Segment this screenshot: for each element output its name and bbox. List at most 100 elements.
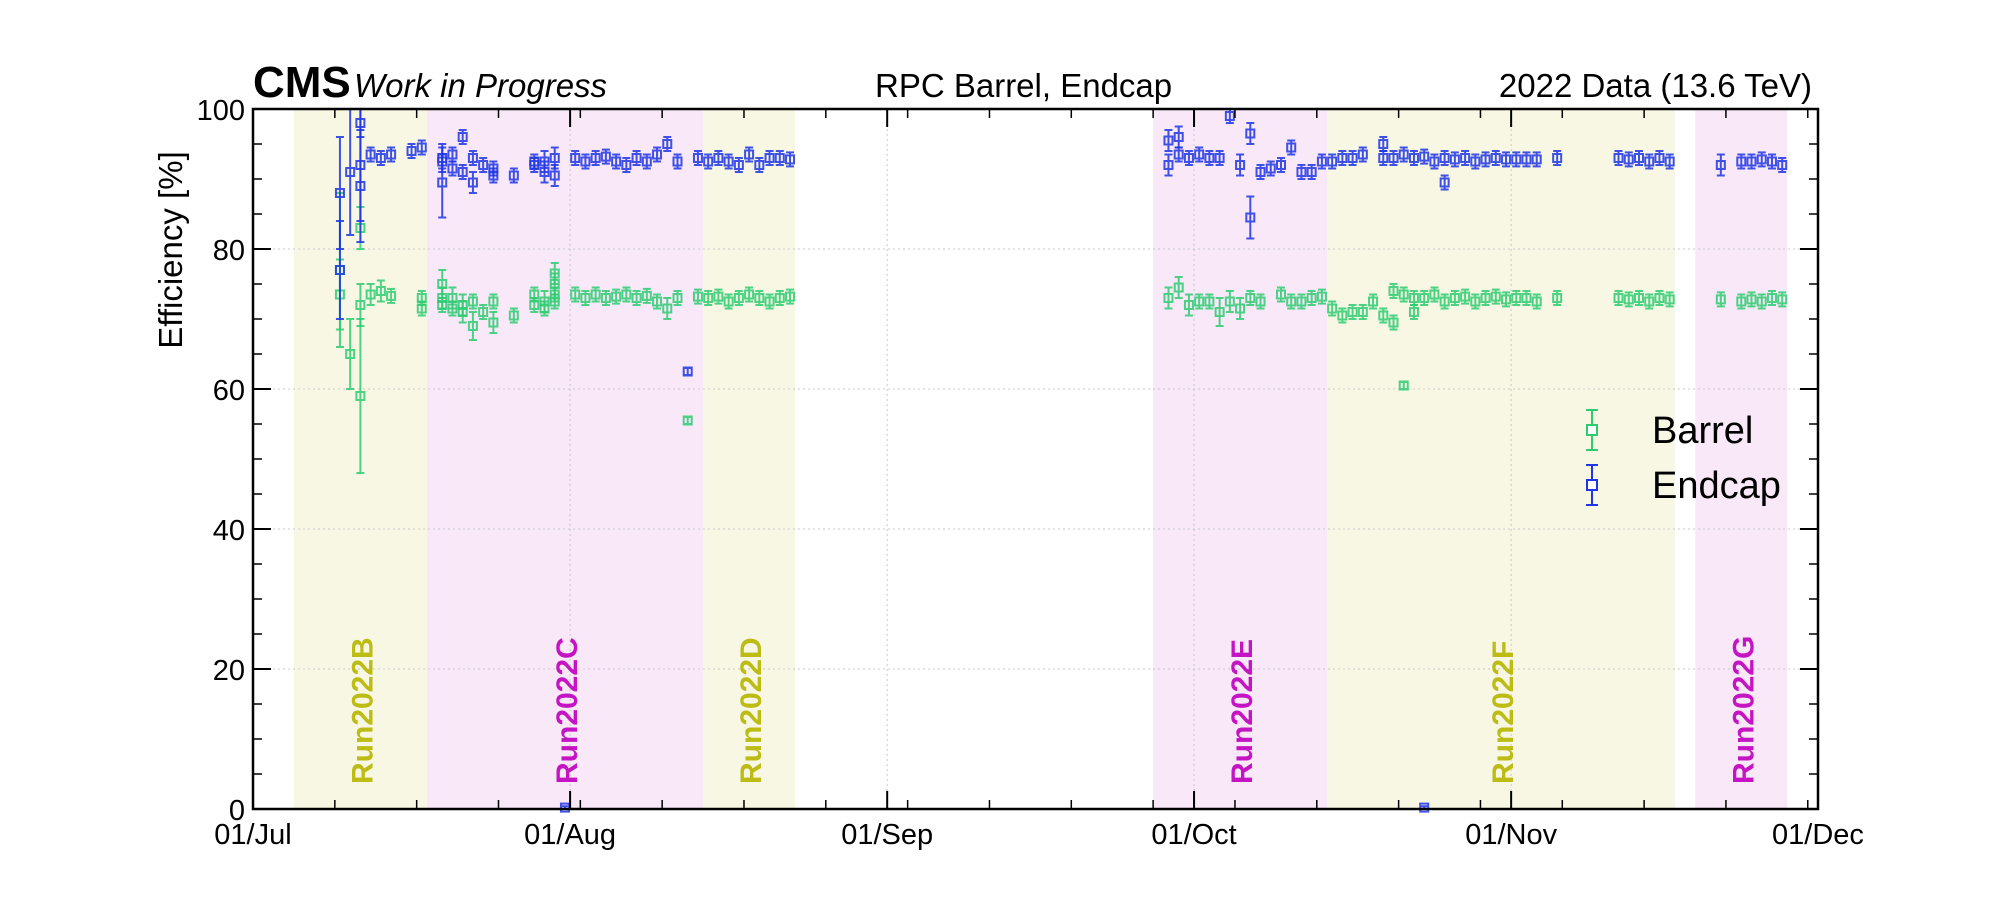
barrel-point xyxy=(754,290,765,306)
endcap-point xyxy=(457,129,468,145)
barrel-point xyxy=(549,262,560,285)
endcap-point xyxy=(713,150,724,166)
endcap-point xyxy=(641,153,652,170)
barrel-point xyxy=(1480,290,1491,306)
endcap-point xyxy=(1613,150,1624,166)
barrel-point xyxy=(1306,290,1317,306)
endcap-point xyxy=(508,167,519,184)
barrel-point xyxy=(1408,304,1419,320)
endcap-point xyxy=(1306,164,1317,180)
series-barrel xyxy=(334,192,1788,474)
endcap-point xyxy=(467,150,478,166)
status-label: Work in Progress xyxy=(354,67,608,104)
endcap-point xyxy=(416,139,427,156)
endcap-point xyxy=(744,146,755,163)
legend-entry-endcap: Endcap xyxy=(1586,464,1781,507)
run-band-run2022d xyxy=(703,109,796,809)
run-label-run2022c: Run2022C xyxy=(551,637,584,784)
endcap-point xyxy=(1398,146,1409,163)
run-label-run2022b: Run2022B xyxy=(346,637,379,784)
barrel-point xyxy=(1368,293,1379,310)
barrel-point xyxy=(1235,297,1246,320)
barrel-point xyxy=(1470,293,1481,310)
barrel-point xyxy=(1255,293,1266,310)
barrel-point xyxy=(570,286,581,303)
endcap-point xyxy=(539,150,550,173)
endcap-point xyxy=(1429,153,1440,170)
endcap-point xyxy=(529,153,540,170)
endcap-point xyxy=(1756,151,1767,168)
barrel-point xyxy=(682,415,693,426)
endcap-point xyxy=(723,153,734,170)
endcap-point xyxy=(785,151,796,168)
barrel-point xyxy=(1511,290,1522,306)
barrel-point xyxy=(733,290,744,306)
barrel-point xyxy=(1501,291,1512,308)
barrel-point xyxy=(1490,288,1501,305)
endcap-point xyxy=(1327,153,1338,170)
endcap-point xyxy=(447,146,458,163)
y-axis-label: Efficiency [%] xyxy=(152,151,189,348)
endcap-point xyxy=(682,366,693,377)
barrel-point xyxy=(1756,293,1767,310)
y-tick-label: 80 xyxy=(213,235,245,267)
endcap-point xyxy=(1163,129,1174,152)
barrel-point xyxy=(1204,293,1215,310)
data-series xyxy=(334,108,1788,813)
endcap-point xyxy=(631,150,642,166)
endcap-point xyxy=(672,153,683,170)
barrel-point xyxy=(1347,304,1358,320)
endcap-point xyxy=(580,153,591,170)
barrel-point xyxy=(478,304,489,320)
barrel-point xyxy=(662,297,673,320)
barrel-point xyxy=(785,288,796,305)
barrel-point xyxy=(1419,290,1430,306)
barrel-point xyxy=(355,318,366,474)
endcap-point xyxy=(375,150,386,166)
barrel-point xyxy=(1398,286,1409,303)
barrel-point xyxy=(600,290,611,306)
run-band-run2022g xyxy=(1695,109,1788,809)
endcap-point xyxy=(1388,150,1399,166)
barrel-point xyxy=(1357,304,1368,320)
endcap-point xyxy=(1633,150,1644,166)
endcap-point xyxy=(1736,153,1747,170)
barrel-point xyxy=(641,287,652,304)
barrel-point xyxy=(590,286,601,303)
barrel-point xyxy=(1654,290,1665,306)
endcap-point xyxy=(365,146,376,163)
endcap-point xyxy=(1245,122,1256,145)
barrel-point xyxy=(1644,293,1655,310)
barrel-point xyxy=(437,297,448,313)
legend-entry-barrel: Barrel xyxy=(1586,409,1753,452)
endcap-point xyxy=(437,153,448,170)
barrel-point xyxy=(416,300,427,317)
endcap-point xyxy=(1286,139,1297,156)
endcap-point xyxy=(570,150,581,166)
endcap-point xyxy=(549,146,560,170)
energy-label: 2022 Data (13.6 TeV) xyxy=(1498,67,1812,104)
endcap-point xyxy=(692,150,703,166)
y-tick-label: 60 xyxy=(213,375,245,407)
barrel-point xyxy=(1245,290,1256,306)
barrel-point xyxy=(1378,307,1389,324)
barrel-point xyxy=(365,283,376,306)
run-band-run2022e xyxy=(1153,109,1328,809)
endcap-point xyxy=(1439,150,1450,166)
barrel-point xyxy=(467,293,478,310)
endcap-point xyxy=(1255,164,1266,180)
barrel-point xyxy=(672,290,683,306)
barrel-point xyxy=(723,293,734,310)
barrel-point xyxy=(1633,290,1644,306)
endcap-point xyxy=(1439,174,1450,191)
barrel-point xyxy=(457,300,468,324)
barrel-point xyxy=(1388,314,1399,331)
endcap-point xyxy=(1204,150,1215,166)
endcap-point xyxy=(1337,150,1348,166)
run-period-labels: Run2022B Run2022C Run2022D Run2022E Run2022F… xyxy=(346,636,1760,784)
endcap-point xyxy=(1470,153,1481,170)
barrel-point xyxy=(1296,293,1307,310)
barrel-point xyxy=(764,293,775,310)
barrel-point xyxy=(1398,380,1409,391)
endcap-point xyxy=(774,150,785,166)
